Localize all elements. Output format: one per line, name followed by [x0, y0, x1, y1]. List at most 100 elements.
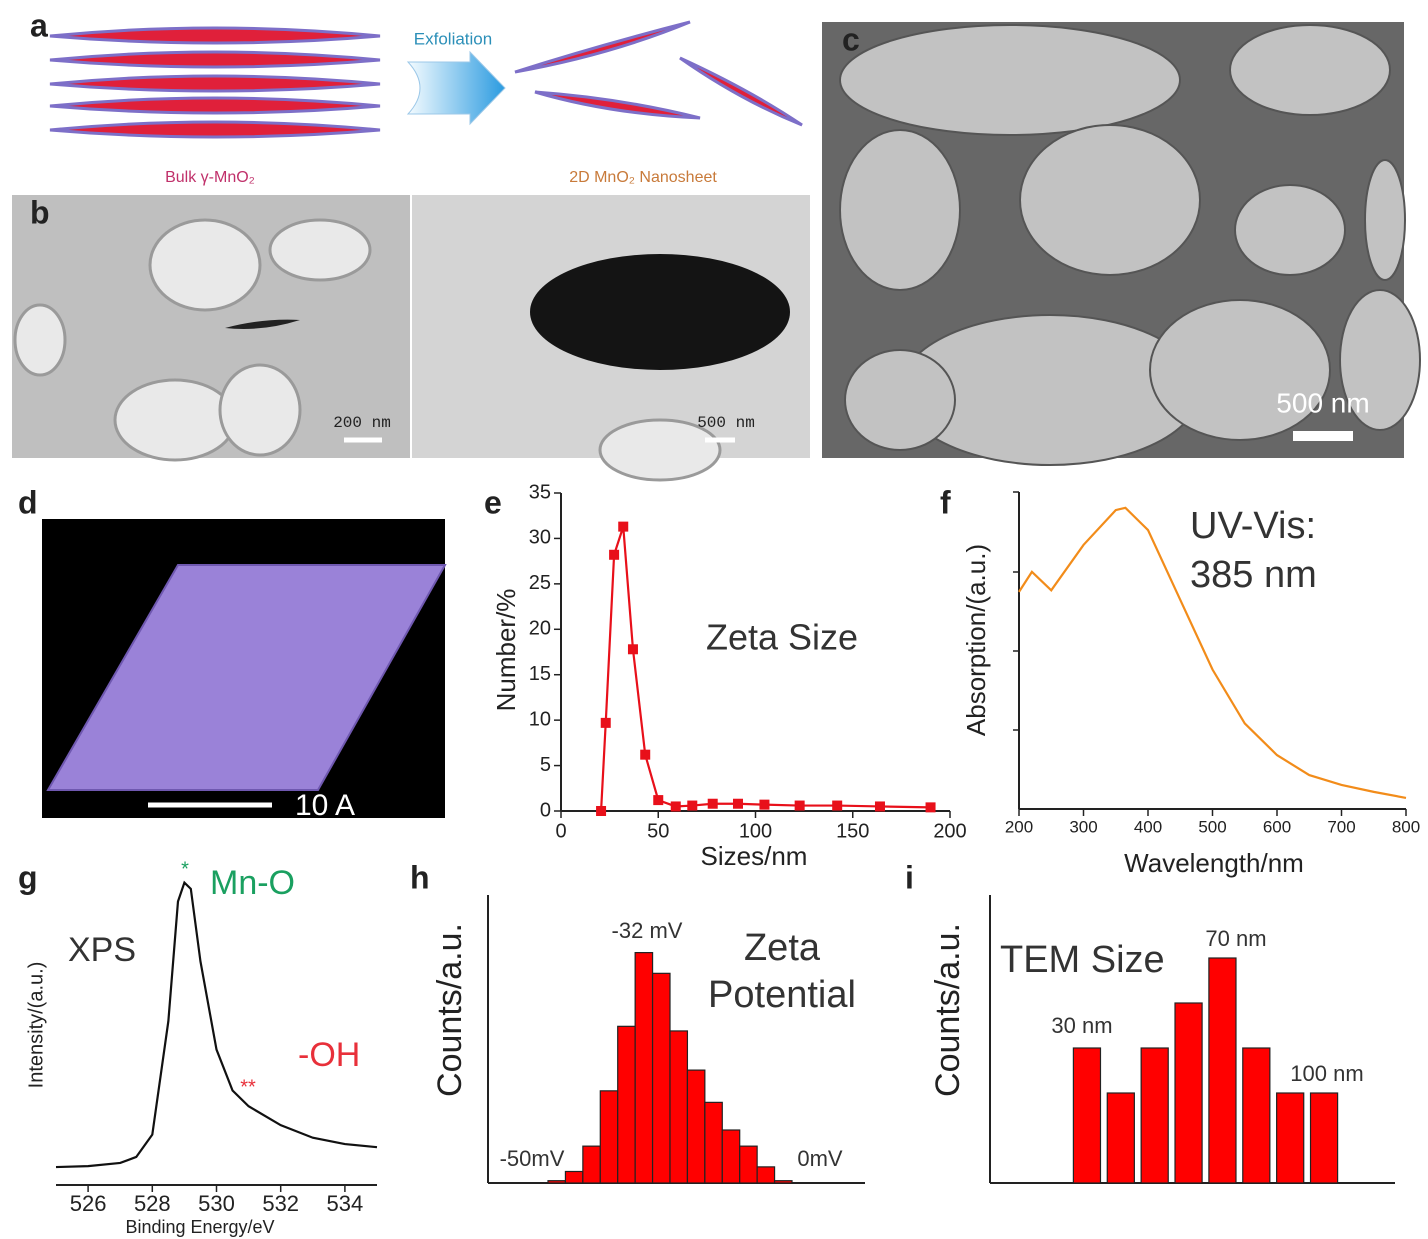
panel-b-micrograph: [12, 195, 810, 480]
annotation: UV-Vis:: [1190, 505, 1316, 547]
y-axis-label: Intensity/(a.u.): [25, 962, 47, 1089]
y-tick-label: 0: [540, 799, 551, 821]
bar: [1277, 1093, 1304, 1183]
x-tick-label: 100: [739, 820, 772, 842]
data-point: [601, 718, 611, 728]
annotation: XPS: [68, 931, 136, 969]
bar: [1311, 1093, 1338, 1183]
bar: [1209, 958, 1236, 1183]
x-tick-label: 50: [647, 820, 669, 842]
x-tick-label: 0: [555, 820, 566, 842]
bar: [722, 1130, 739, 1183]
y-tick-label: 20: [529, 618, 551, 640]
data-point: [926, 802, 936, 812]
data-line: [1019, 508, 1406, 798]
bar: [1243, 1048, 1270, 1183]
data-point: [596, 806, 606, 816]
panel-label: b: [30, 194, 50, 230]
scale-label: 500 nm: [1276, 387, 1369, 418]
y-axis-label: Counts/a.u.: [929, 923, 967, 1097]
x-tick-label: 400: [1134, 817, 1162, 836]
y-tick-label: 35: [529, 481, 551, 503]
panel-label: a: [30, 7, 48, 43]
data-point: [653, 795, 663, 805]
bar: [757, 1167, 774, 1183]
annotation: -50mV: [500, 1146, 565, 1171]
page: Exfoliation Bulk γ-MnO₂ 2D MnO₂ Nanoshee…: [0, 0, 1428, 1239]
annotation: -OH: [298, 1036, 360, 1074]
bar: [583, 1146, 600, 1183]
x-tick-label: 500: [1198, 817, 1226, 836]
x-tick-label: 528: [134, 1191, 171, 1216]
panel-label: i: [905, 859, 914, 895]
annotation: Zeta: [744, 927, 821, 969]
panel-label: f: [940, 484, 951, 520]
annotation: -32 mV: [612, 918, 683, 943]
bar: [687, 1070, 704, 1183]
panel-d-structure: [42, 519, 445, 818]
x-tick-label: 200: [1005, 817, 1033, 836]
annotation: Mn-O: [210, 864, 295, 902]
y-axis-label: Number/%: [491, 589, 521, 712]
data-point: [875, 801, 885, 811]
data-point: [708, 799, 718, 809]
y-tick-label: 15: [529, 663, 551, 685]
y-tick-label: 5: [540, 754, 551, 776]
data-point: [618, 522, 628, 532]
panel-label: e: [484, 484, 502, 520]
bar: [565, 1171, 582, 1183]
x-tick-label: 150: [836, 820, 869, 842]
annotation: TEM Size: [1000, 939, 1165, 981]
x-axis-label: Wavelength/nm: [1124, 848, 1304, 878]
bar: [1175, 1003, 1202, 1183]
x-tick-label: 532: [262, 1191, 299, 1216]
scale-label: 200 nm: [333, 414, 391, 432]
annotation: 385 nm: [1190, 554, 1317, 596]
panel-label: g: [18, 859, 38, 895]
annotation: 30 nm: [1051, 1013, 1112, 1038]
panel-label: d: [18, 484, 38, 520]
scale-label: 500 nm: [697, 414, 755, 432]
y-tick-label: 30: [529, 527, 551, 549]
annotation: **: [240, 1076, 256, 1098]
data-point: [795, 801, 805, 811]
scale-label: 10 A: [295, 789, 355, 822]
y-axis-label: Counts/a.u.: [431, 923, 469, 1097]
data-point: [687, 801, 697, 811]
bar: [705, 1102, 722, 1183]
x-axis-label: Binding Energy/eV: [125, 1217, 274, 1237]
arrow-label: Exfoliation: [414, 29, 492, 48]
data-point: [733, 799, 743, 809]
x-tick-label: 800: [1392, 817, 1420, 836]
y-tick-label: 25: [529, 572, 551, 594]
x-tick-label: 600: [1263, 817, 1291, 836]
panel-label: h: [410, 859, 430, 895]
annotation: Zeta Size: [706, 617, 858, 658]
data-line: [56, 883, 377, 1167]
panel-label: c: [842, 21, 860, 57]
bar: [775, 1181, 792, 1183]
y-axis-label: Absorption/(a.u.): [961, 544, 991, 736]
x-tick-label: 700: [1327, 817, 1355, 836]
y-tick-label: 10: [529, 708, 551, 730]
annotation: 100 nm: [1290, 1061, 1363, 1086]
x-tick-label: 200: [933, 820, 966, 842]
data-point: [628, 644, 638, 654]
annotation: 0mV: [797, 1146, 843, 1171]
figure: Exfoliation Bulk γ-MnO₂ 2D MnO₂ Nanoshee…: [0, 0, 1428, 1239]
data-point: [640, 750, 650, 760]
x-tick-label: 300: [1069, 817, 1097, 836]
x-tick-label: 526: [70, 1191, 107, 1216]
bar: [548, 1181, 565, 1183]
bar: [1073, 1048, 1100, 1183]
bar: [653, 973, 670, 1183]
data-point: [759, 800, 769, 810]
x-axis-label: Sizes/nm: [701, 841, 808, 871]
data-point: [609, 550, 619, 560]
annotation: *: [181, 858, 189, 880]
caption: 2D MnO₂ Nanosheet: [569, 169, 717, 186]
data-line: [601, 527, 930, 811]
data-point: [832, 801, 842, 811]
bar: [740, 1146, 757, 1183]
annotation: 70 nm: [1205, 926, 1266, 951]
